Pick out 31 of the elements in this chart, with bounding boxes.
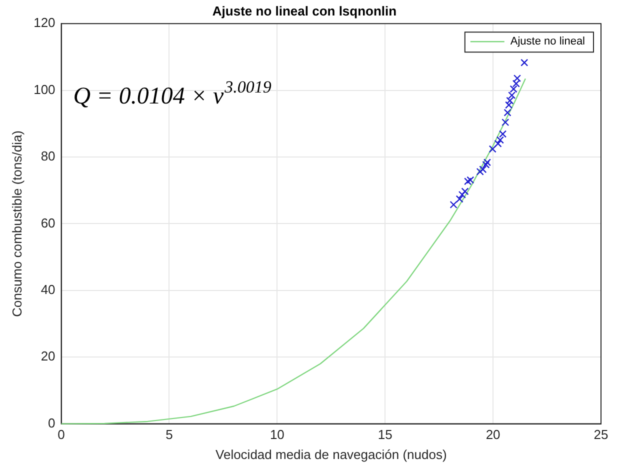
point bbox=[476, 168, 484, 176]
point bbox=[494, 140, 502, 148]
point bbox=[458, 190, 466, 198]
x-tick-label: 15 bbox=[378, 427, 392, 442]
point bbox=[456, 195, 464, 203]
point bbox=[479, 166, 487, 174]
point bbox=[464, 178, 472, 186]
x-tick-label: 0 bbox=[58, 427, 65, 442]
y-tick-label: 60 bbox=[40, 215, 56, 230]
y-axis-title: Consumo combustible (tons/dia) bbox=[9, 130, 24, 317]
chart-title: Ajuste no lineal con lsqnonlin bbox=[212, 3, 397, 18]
point bbox=[466, 176, 474, 184]
point bbox=[483, 158, 492, 166]
point bbox=[450, 200, 458, 208]
point bbox=[488, 145, 496, 153]
y-tick-label: 0 bbox=[48, 415, 56, 430]
x-axis-title: Velocidad media de navegación (nudos) bbox=[216, 446, 447, 462]
legend-label: Ajuste no lineal bbox=[510, 36, 586, 48]
y-tick-label: 100 bbox=[34, 82, 56, 97]
point bbox=[502, 118, 510, 126]
y-tick-label: 120 bbox=[34, 15, 56, 30]
x-tick-label: 20 bbox=[486, 427, 500, 442]
x-tick-label: 25 bbox=[594, 427, 608, 442]
point bbox=[482, 160, 490, 168]
y-tick-label: 40 bbox=[40, 282, 56, 297]
x-tick-label: 5 bbox=[166, 427, 173, 442]
y-tick-label: 20 bbox=[40, 348, 56, 364]
point bbox=[461, 188, 469, 196]
y-tick-label: 80 bbox=[40, 148, 56, 164]
point bbox=[520, 58, 528, 66]
x-tick-label: 10 bbox=[270, 427, 284, 442]
